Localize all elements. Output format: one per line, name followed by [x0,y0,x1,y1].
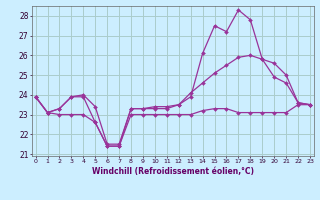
X-axis label: Windchill (Refroidissement éolien,°C): Windchill (Refroidissement éolien,°C) [92,167,254,176]
